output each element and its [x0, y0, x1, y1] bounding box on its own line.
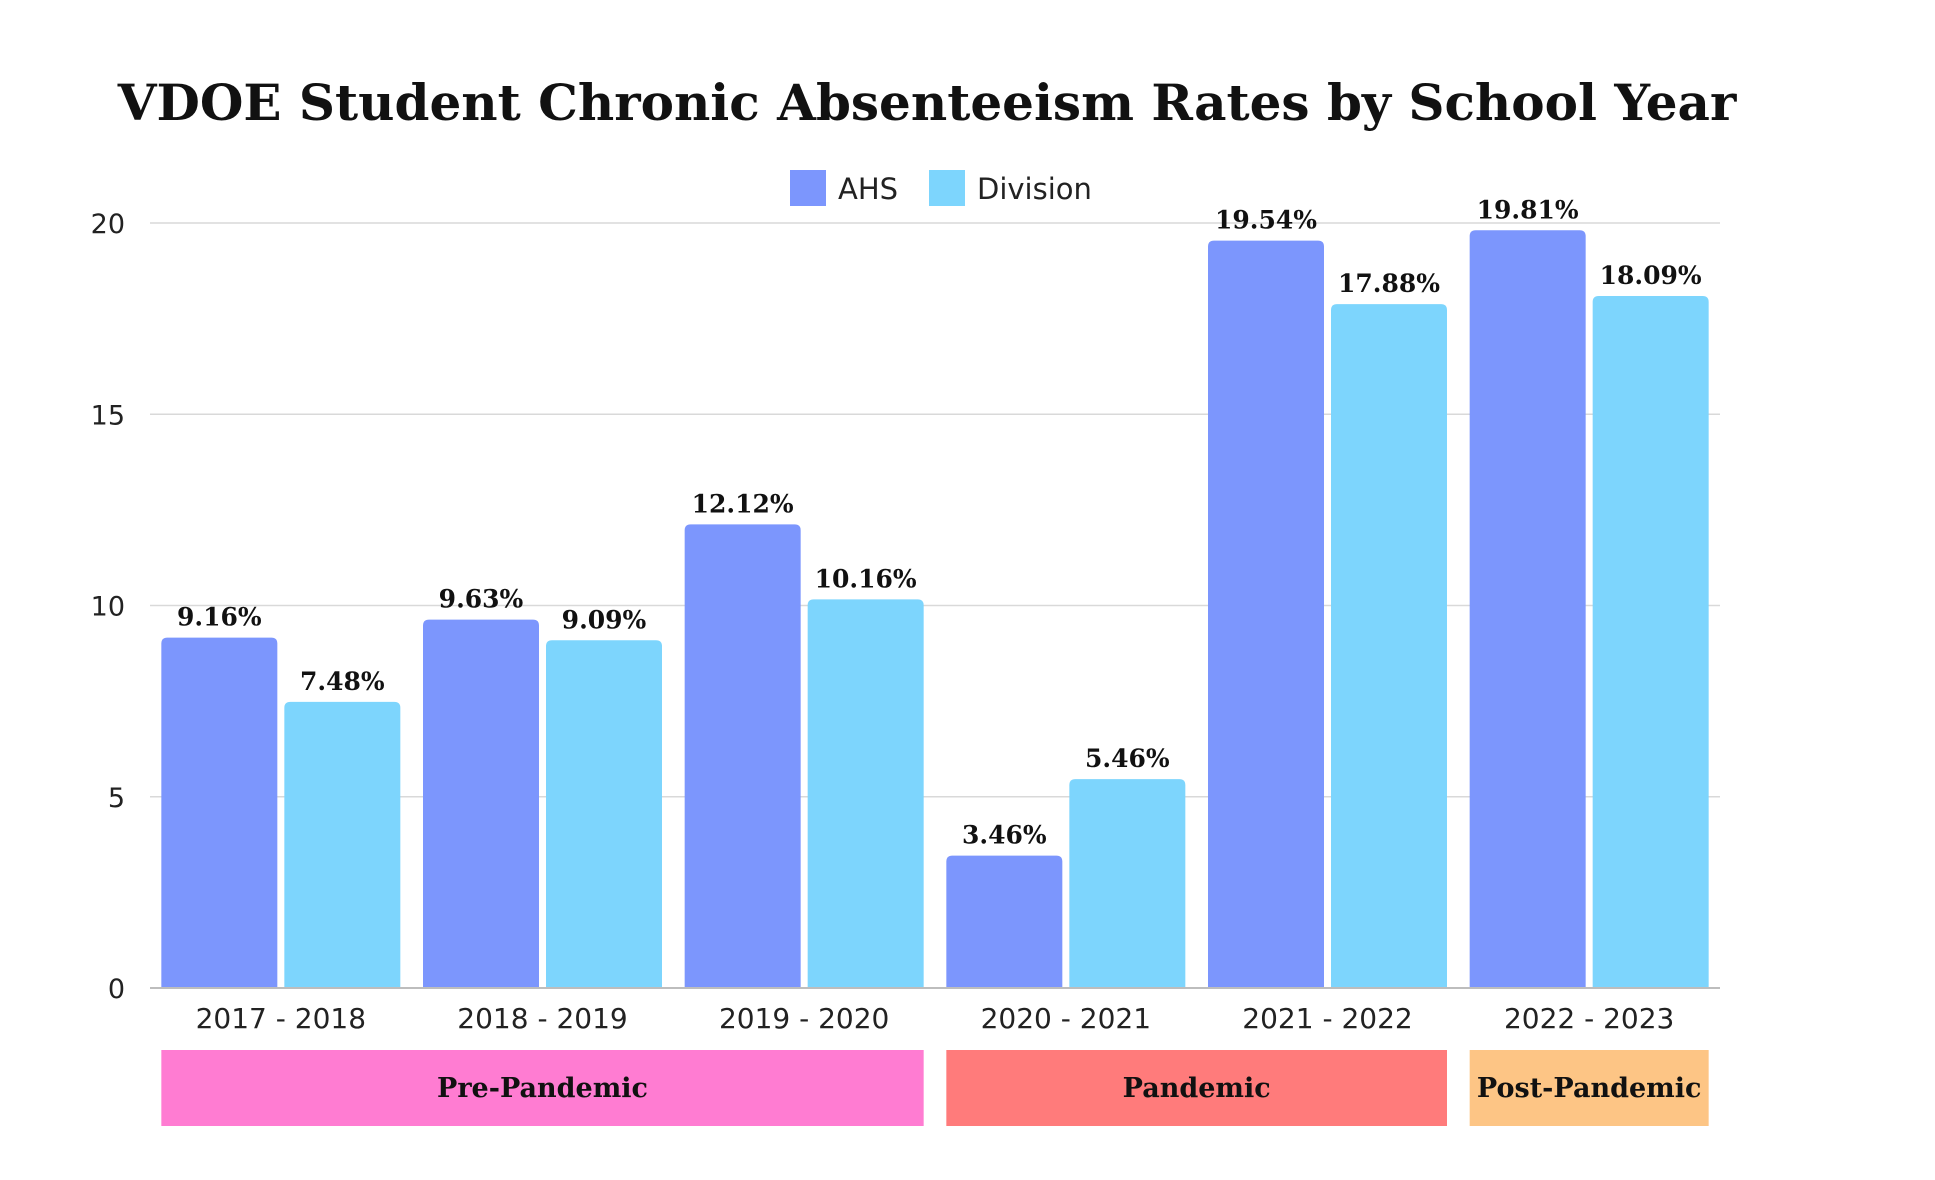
bar-value-label: 9.16% — [177, 603, 262, 632]
bar-ahs-1 — [423, 619, 539, 988]
bar-ahs-5 — [1469, 230, 1586, 988]
chart-title: VDOE Student Chronic Absenteeism Rates b… — [117, 73, 1737, 132]
y-axis: 0 5 10 15 20 — [91, 209, 125, 1005]
legend-swatch-division — [929, 170, 965, 206]
bar-division-2 — [807, 599, 924, 988]
bar-value-label: 18.09% — [1600, 261, 1702, 290]
x-axis: 2017 - 2018 2018 - 2019 2019 - 2020 2020 - … — [150, 987, 1720, 1035]
period-label: Pandemic — [1123, 1073, 1271, 1104]
y-tick-label: 0 — [108, 974, 125, 1005]
x-tick-label: 2017 - 2018 — [196, 1002, 366, 1035]
bar-division-0 — [284, 701, 401, 988]
legend-label: AHS — [838, 172, 898, 206]
bar-ahs-2 — [684, 524, 801, 988]
bars: 9.16% 9.63% 12.12% 3.46% 19.54% 19.81% 7.48% 9.… — [161, 195, 1709, 989]
y-tick-label: 10 — [91, 592, 125, 623]
bar-value-label: 19.81% — [1477, 195, 1579, 224]
bar-value-label: 3.46% — [962, 821, 1047, 850]
legend: AHS Division — [790, 170, 1092, 206]
period-bands: Pre-Pandemic Pandemic Post-Pandemic — [161, 1050, 1709, 1126]
bar-value-label: 9.63% — [439, 585, 524, 614]
bar-division-5 — [1592, 296, 1709, 988]
x-tick-label: 2019 - 2020 — [719, 1002, 889, 1035]
x-tick-label: 2022 - 2023 — [1504, 1002, 1674, 1035]
bar-value-label: 12.12% — [692, 489, 794, 518]
bar-ahs-3 — [946, 855, 1063, 988]
bar-value-label: 7.48% — [300, 667, 385, 696]
y-tick-label: 20 — [91, 209, 125, 240]
legend-swatch-ahs — [790, 170, 826, 206]
x-tick-label: 2021 - 2022 — [1242, 1002, 1412, 1035]
bar-value-label: 19.54% — [1215, 206, 1317, 235]
bar-value-label: 10.16% — [815, 564, 917, 593]
y-tick-label: 15 — [91, 400, 125, 431]
y-tick-label: 5 — [108, 783, 125, 814]
bar-ahs-0 — [161, 637, 278, 988]
bar-ahs-4 — [1208, 240, 1324, 989]
period-label: Pre-Pandemic — [437, 1073, 648, 1104]
period-band-pandemic — [946, 1050, 1447, 1126]
bar-division-1 — [546, 640, 662, 988]
bar-value-label: 5.46% — [1085, 744, 1170, 773]
bar-division-3 — [1069, 779, 1186, 988]
period-band-pre-pandemic — [161, 1050, 924, 1126]
x-tick-label: 2020 - 2021 — [981, 1002, 1151, 1035]
bar-value-label: 17.88% — [1338, 269, 1440, 298]
period-label: Post-Pandemic — [1477, 1073, 1702, 1104]
bar-division-4 — [1331, 304, 1447, 989]
x-tick-label: 2018 - 2019 — [457, 1002, 627, 1035]
legend-label: Division — [977, 172, 1092, 206]
period-band-post-pandemic — [1469, 1050, 1709, 1126]
bar-value-label: 9.09% — [562, 605, 647, 634]
gridlines — [150, 222, 1720, 798]
